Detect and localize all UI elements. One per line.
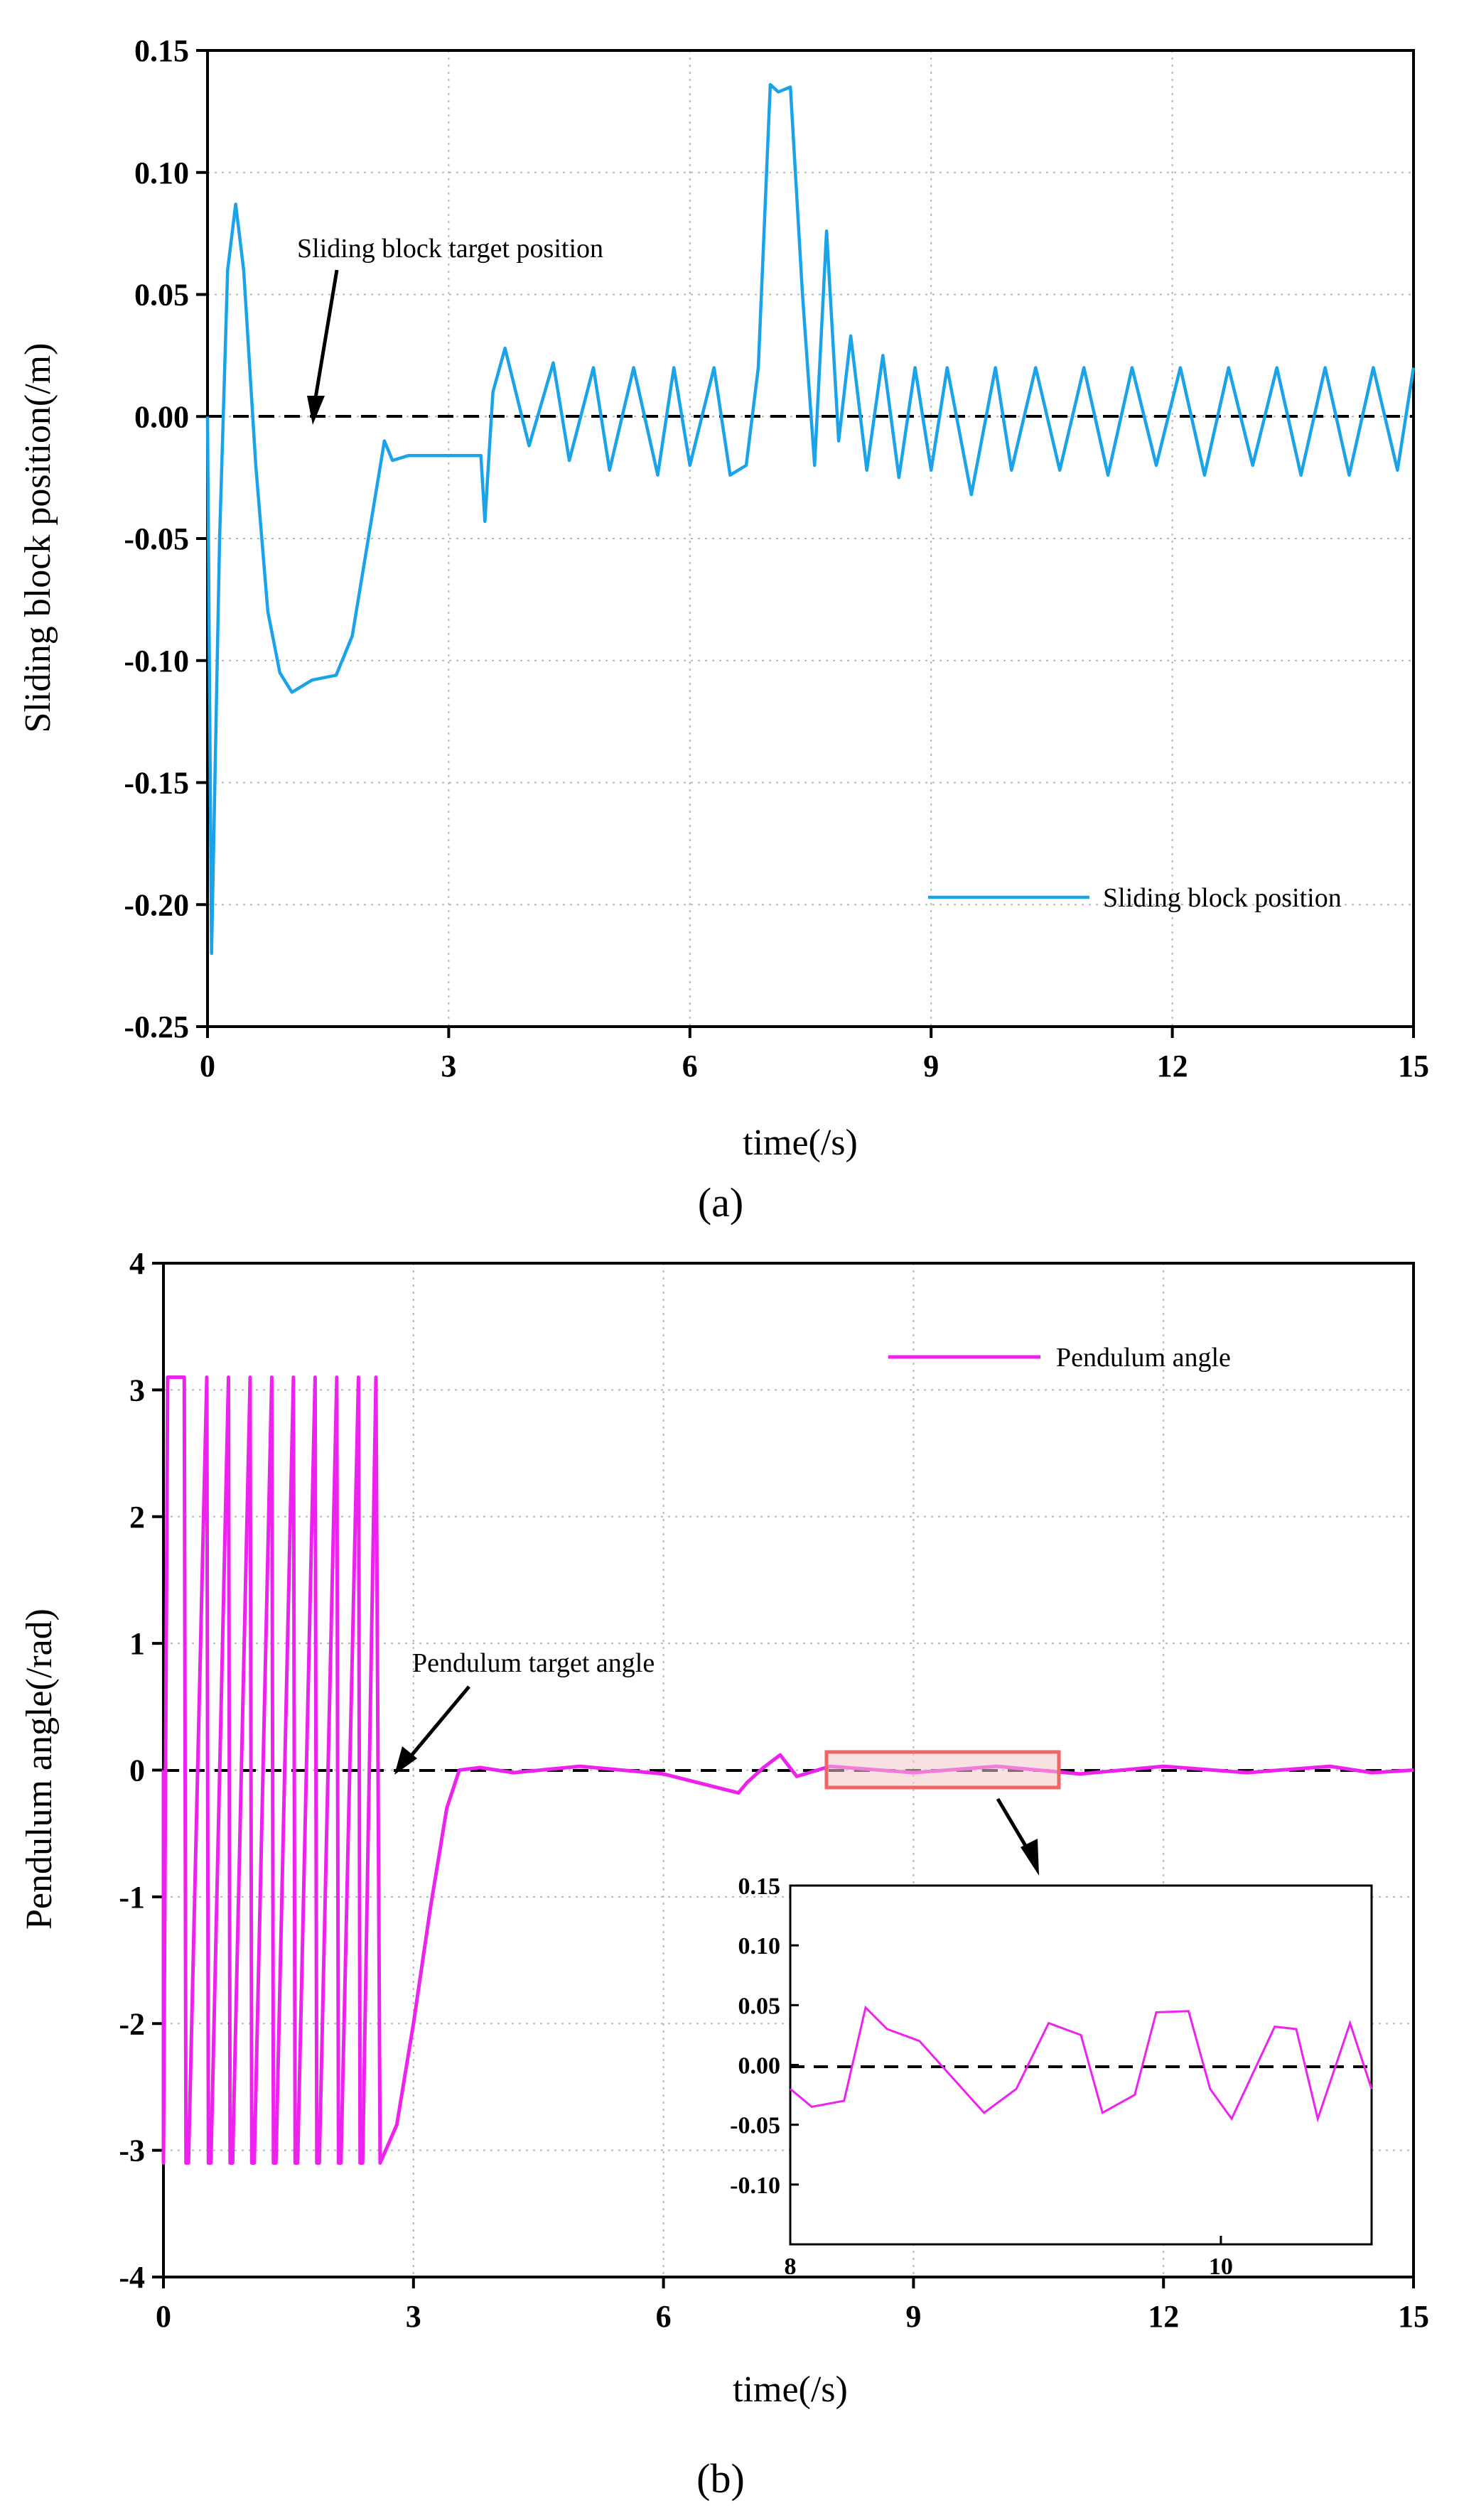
inset-series-line	[790, 2005, 1373, 2123]
x-tick-label: 12	[1148, 2299, 1179, 2334]
legend-label-a: Sliding block position	[1103, 883, 1342, 913]
x-tick-label: 0	[200, 1049, 215, 1083]
y-tick-label: 0.10	[134, 156, 189, 190]
y-tick-label: 2	[129, 1500, 145, 1535]
y-tick-label: -0.25	[124, 1010, 189, 1044]
annotation-arrow-b	[409, 1685, 470, 1758]
x-tick-label: 0	[156, 2299, 171, 2334]
inset-x-tick-label: 10	[1209, 2254, 1233, 2280]
x-tick-label: 15	[1398, 2299, 1429, 2334]
annotation-arrowhead-b	[394, 1746, 417, 1775]
x-tick-label: 9	[923, 1049, 939, 1083]
series-line-sliding-block	[205, 82, 1416, 956]
y-tick-label: -4	[119, 2260, 145, 2295]
inset-y-tick-label: 0.05	[738, 1993, 781, 2019]
inset-y-tick-label: 0.10	[738, 1933, 781, 1959]
inset-chart: 0.15 0.10 0.05 0.00 -0.05 -0.10 8 10	[730, 1873, 1373, 2280]
x-tick-label: 15	[1398, 1049, 1429, 1083]
zoom-box	[824, 1750, 1061, 1790]
x-tick-label: 9	[905, 2299, 921, 2334]
annotation-a: Sliding block target position	[297, 234, 603, 264]
y-tick-label: 0.15	[134, 33, 189, 68]
series-line-pendulum	[161, 1375, 1414, 2165]
x-tick-label: 3	[406, 2299, 421, 2334]
y-tick-label: 0	[129, 1753, 145, 1788]
annotation-b: Pendulum target angle	[412, 1648, 655, 1678]
y-tick-label: 4	[129, 1246, 145, 1281]
x-tick-label: 6	[682, 1049, 698, 1083]
inset-frame	[789, 1884, 1373, 2246]
grid-a	[208, 50, 1414, 1027]
inset-x-tick-label: 8	[785, 2254, 797, 2280]
y-tick-label: 0.05	[134, 278, 189, 313]
zoom-arrowhead	[1021, 1839, 1039, 1876]
y-tick-label: 3	[129, 1373, 145, 1407]
annotation-arrowhead-a	[307, 396, 325, 425]
y-tick-label: -0.05	[124, 521, 189, 556]
inset-y-tick-label: 0.15	[738, 1873, 781, 1900]
panel-label-a: (a)	[698, 1179, 743, 1226]
inset-y-tick-label: -0.10	[730, 2173, 780, 2199]
y-tick-label: -1	[119, 1880, 145, 1915]
x-tick-label: 3	[441, 1049, 456, 1083]
inset-y-tick-label: 0.00	[738, 2053, 781, 2080]
y-tick-label: 1	[129, 1626, 145, 1661]
annotation-arrow-a	[313, 269, 339, 399]
inset-y-tick-label: -0.05	[730, 2113, 780, 2139]
legend-label-b: Pendulum angle	[1056, 1343, 1231, 1373]
y-tick-label: 0.00	[134, 399, 189, 434]
panel-label-b: (b)	[696, 2455, 745, 2502]
chart-a: 0 3 6 9 12 15 0.15 0.10 0.05 0.00 -0.05 -0.10 -0.15 -…	[18, 33, 1429, 1226]
y-axis-label-a: Sliding block position(/m)	[18, 343, 58, 733]
inset-ticks: 0.15 0.10 0.05 0.00 -0.05 -0.10 8 10	[730, 1873, 1233, 2280]
x-axis-label-a: time(/s)	[743, 1123, 858, 1163]
y-axis-label-b: Pendulum angle(/rad)	[19, 1608, 60, 1930]
x-tick-label: 6	[656, 2299, 672, 2334]
y-tick-label: -0.15	[124, 766, 189, 801]
y-tick-label: -2	[119, 2006, 145, 2041]
x-tick-label: 12	[1157, 1049, 1188, 1083]
ticks-a: 0 3 6 9 12 15 0.15 0.10 0.05 0.00 -0.05 -0.10 -0.15 -…	[124, 33, 1429, 1083]
y-tick-label: -0.20	[124, 887, 189, 922]
zoom-arrow	[996, 1797, 1032, 1854]
y-tick-label: -3	[119, 2134, 145, 2168]
x-axis-label-b: time(/s)	[733, 2369, 848, 2410]
y-tick-label: -0.10	[124, 644, 189, 678]
